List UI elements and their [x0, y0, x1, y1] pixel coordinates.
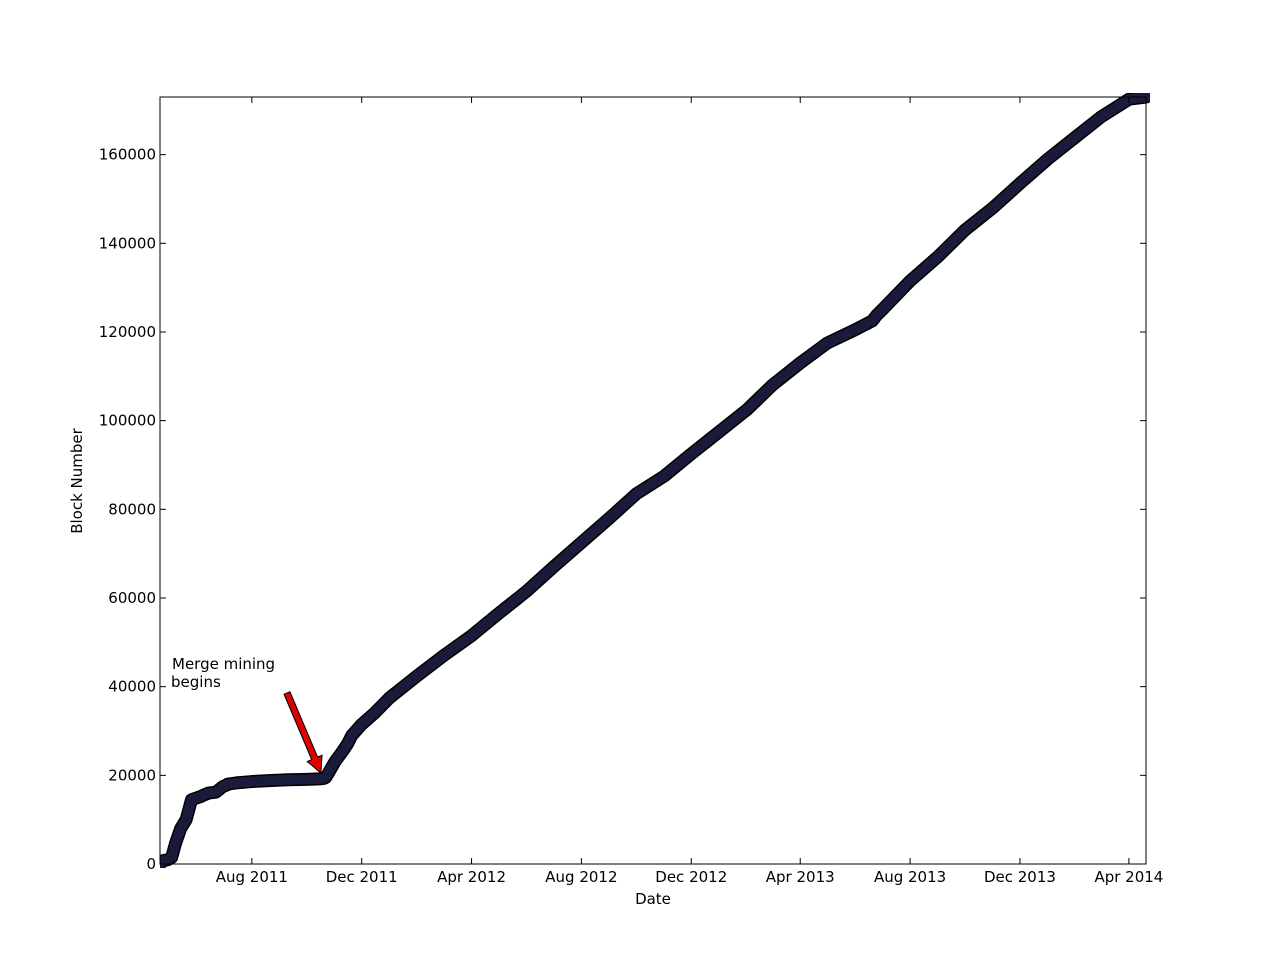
series-point	[936, 255, 940, 259]
x-axis-label: Date	[635, 890, 671, 908]
series-point	[908, 279, 912, 283]
series-point	[442, 654, 446, 658]
series-point	[173, 842, 177, 846]
y-tick-label: 20000	[108, 766, 156, 784]
x-tick-label: Dec 2013	[984, 868, 1056, 886]
series-point	[179, 827, 183, 831]
x-axis-ticks: Aug 2011 Dec 2011 Apr 2012 Aug 2012 Dec 2012…	[216, 97, 1163, 886]
series-point	[963, 228, 967, 232]
series-point	[1046, 157, 1050, 161]
series-point	[552, 565, 555, 569]
y-axis-ticks: 0 20000 40000 60000 80000 100000 120000 140000 1…	[99, 146, 1146, 873]
series-point	[607, 516, 611, 520]
y-tick-label: 140000	[99, 234, 156, 252]
series-point	[341, 749, 345, 753]
series-point	[991, 206, 995, 210]
y-tick-label: 100000	[99, 412, 156, 430]
annotation-layer: Merge mining begins	[171, 655, 323, 775]
x-tick-label: Dec 2012	[655, 868, 727, 886]
y-tick-label: 0	[146, 855, 156, 873]
series-point	[350, 733, 354, 737]
series-point	[196, 796, 200, 799]
series-point	[745, 408, 749, 412]
series-point	[333, 760, 337, 764]
y-tick-label: 160000	[99, 146, 156, 164]
series-point	[825, 341, 829, 345]
series-point	[345, 742, 349, 746]
series-point	[360, 722, 364, 726]
series-point	[770, 383, 774, 387]
series-point	[305, 777, 309, 781]
series-point	[214, 790, 218, 794]
series-point	[497, 612, 501, 616]
series-point	[184, 818, 188, 822]
annotation-text: Merge mining begins	[171, 655, 280, 691]
series-point	[226, 782, 230, 786]
series-point	[372, 711, 376, 715]
data-layer	[160, 93, 1150, 868]
annotation-line-1: Merge mining	[172, 655, 275, 673]
series-point	[870, 319, 874, 323]
series-point	[317, 777, 321, 781]
x-tick-label: Aug 2013	[874, 868, 946, 886]
series-point	[853, 328, 857, 332]
series-point	[199, 795, 203, 799]
x-tick-label: Apr 2012	[437, 868, 506, 886]
x-tick-label: Dec 2011	[326, 868, 398, 886]
x-tick-label: Apr 2014	[1094, 868, 1163, 886]
series-point	[267, 779, 271, 783]
series-point	[1018, 181, 1022, 185]
y-tick-label: 40000	[108, 678, 156, 696]
series-point	[880, 308, 884, 312]
series-point	[250, 780, 254, 784]
plot-frame	[159, 96, 1147, 865]
series-point	[201, 793, 205, 797]
series-point	[162, 858, 166, 862]
y-tick-label: 60000	[108, 589, 156, 607]
series-point	[190, 798, 194, 802]
series-point	[634, 492, 638, 496]
series-point	[689, 452, 693, 456]
series-point	[1074, 135, 1078, 139]
annotation-arrow	[283, 691, 323, 775]
series-point	[235, 781, 239, 785]
x-tick-label: Apr 2013	[766, 868, 835, 886]
y-tick-label: 80000	[108, 500, 156, 518]
series-point	[798, 361, 802, 365]
series-point	[326, 771, 330, 775]
x-tick-label: Aug 2012	[545, 868, 617, 886]
series-point	[579, 541, 583, 545]
series-point	[207, 791, 211, 795]
y-tick-label: 120000	[99, 323, 156, 341]
x-tick-label: Aug 2011	[216, 868, 288, 886]
series-point	[388, 696, 392, 700]
series-point	[170, 855, 174, 859]
series-point	[875, 313, 879, 317]
series-point	[416, 674, 420, 678]
series-point	[166, 858, 170, 862]
series-point	[470, 634, 474, 638]
annotation-line-2: begins	[171, 673, 221, 691]
series-point	[286, 778, 290, 782]
series-point	[1099, 115, 1103, 119]
series-point	[524, 589, 528, 593]
series-point	[717, 430, 721, 434]
series-point	[221, 784, 225, 788]
y-axis-label: Block Number	[68, 427, 86, 533]
series-point	[324, 776, 328, 780]
series-point	[662, 474, 666, 478]
